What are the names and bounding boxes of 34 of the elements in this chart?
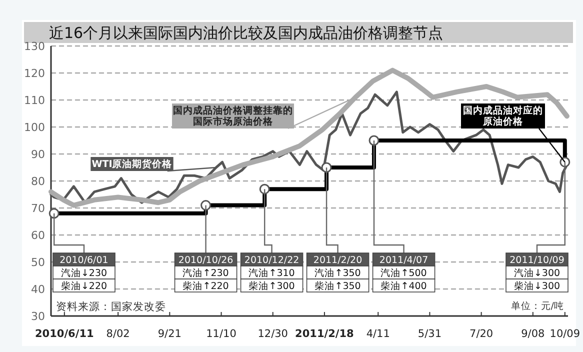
x-tick-label: 9/08 — [521, 328, 545, 340]
x-tick-label: 10/09 — [550, 328, 580, 340]
x-tick-label: 4/11 — [366, 328, 390, 340]
x-tick-label: 8/02 — [106, 328, 130, 340]
x-tick-label: 11/10 — [206, 328, 236, 340]
annotation: 2011/4/07 汽油↑500 柴油↑400 — [379, 255, 428, 292]
series-label: 国内成品油对应的原油价格 — [463, 104, 543, 128]
x-tick-label: 2011/2/18 — [295, 328, 354, 340]
y-tick-label: 40 — [31, 283, 45, 296]
y-tick-label: 120 — [24, 67, 45, 80]
y-tick-label: 70 — [31, 202, 45, 215]
y-tick-label: 100 — [24, 121, 45, 134]
chart-title: 近16个月以来国际国内油价比较及国内成品油价格调整节点 — [49, 24, 444, 42]
y-tick-label: 50 — [31, 256, 45, 269]
series-label: WTI原油期货价格 — [92, 158, 174, 170]
x-tick-label: 12/30 — [258, 328, 288, 340]
annotation: 2010/12/22 汽油↑310 柴油↑300 — [244, 255, 300, 292]
y-tick-label: 30 — [31, 310, 45, 323]
y-tick-label: 90 — [31, 148, 45, 161]
annotation: 资料来源：国家发改委 — [56, 300, 166, 313]
y-tick-label: 80 — [31, 175, 45, 188]
annotation: 2011/10/09 汽油↓300 柴油↓300 — [510, 255, 564, 292]
annotation: 单位：元/吨 — [510, 300, 564, 312]
x-tick-label: 9/21 — [158, 328, 182, 340]
x-tick-label: 5/31 — [418, 328, 442, 340]
annotation: 2010/6/01 汽油↓230 柴油↓220 — [60, 255, 108, 292]
series-label: 国内成品油价格调整挂靠的国际市场原油价格 — [173, 104, 293, 128]
y-tick-label: 110 — [24, 94, 45, 107]
annotation: 2011/2/20 汽油↑350 柴油↑350 — [313, 255, 362, 292]
y-tick-label: 60 — [31, 229, 45, 242]
y-tick-label: 130 — [24, 40, 45, 53]
x-tick-label: 2010/6/11 — [35, 328, 94, 340]
annotation: 2010/10/26 汽油↑230 柴油↑220 — [178, 255, 234, 292]
x-tick-label: 7/20 — [470, 328, 494, 340]
